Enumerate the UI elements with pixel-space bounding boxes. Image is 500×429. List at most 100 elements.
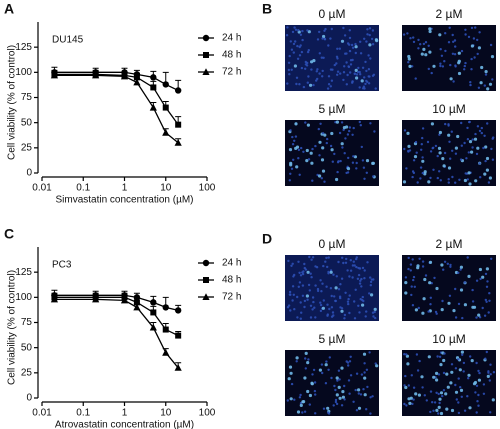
cell-dot [341,395,345,399]
cell-dot [454,152,458,155]
micrograph [402,350,496,416]
cell-dot [299,317,302,320]
cell-dot [429,150,433,153]
cell-dot [477,404,480,407]
x-axis-label: Simvastatin concentration (µM) [55,195,193,206]
cell-dot [418,257,421,260]
cell-dot [293,398,296,401]
cell-dot [410,293,413,297]
cell-dot [363,177,366,180]
cell-dot [432,409,435,412]
cell-dot [451,52,455,55]
cell-dot [353,317,357,320]
cell-dot [449,263,452,267]
cell-dot [476,125,480,128]
cell-dot [348,129,351,133]
cell-dot [481,306,484,310]
cell-dot [460,350,464,354]
cell-dot [361,66,365,70]
cell-dot [467,171,471,175]
cell-dot [336,379,339,382]
cell-dot [446,262,449,265]
cell-dot [363,269,366,272]
cell-dot [347,302,350,306]
cell-dot [427,44,430,47]
cell-dot [340,307,344,310]
cell-dot [355,76,359,80]
cell-dot [423,394,426,397]
cell-dot [488,299,491,302]
cell-dot [304,367,307,370]
cell-dot [482,392,486,395]
cell-dot [353,155,357,159]
cell-dot [338,295,342,298]
cell-dot [426,140,430,144]
cell-dot [287,377,291,381]
cell-dot [343,313,347,317]
cell-dot [306,61,309,65]
annotation: DU145 [52,35,84,46]
cell-dot [409,263,413,266]
cell-dot [291,299,294,302]
cell-dot [369,396,372,399]
cell-dot [321,282,324,285]
cell-dot [424,41,428,44]
y-tick-label: 0 [26,168,32,179]
x-tick-label: 0.01 [32,183,52,194]
cell-dot [340,277,344,280]
cell-dot [363,277,366,280]
marker [203,277,209,283]
cell-dot [324,363,328,367]
cell-dot [318,52,321,55]
image-label: 2 µM [436,7,463,21]
cell-dot [290,264,293,267]
cell-dot [323,180,326,183]
cell-dot [368,351,371,354]
marker [133,299,140,306]
cell-dot [307,158,311,161]
cell-dot [418,359,421,363]
cell-dot [290,167,294,170]
cell-dot [444,49,447,53]
cell-dot [470,44,474,48]
cell-dot [429,176,432,180]
cell-dot [316,68,319,71]
cell-dot [406,32,409,35]
cell-dot [470,26,474,30]
cell-dot [315,70,318,73]
cell-dot [419,177,422,180]
cell-dot [469,355,472,358]
cell-dot [420,148,423,151]
cell-dot [438,130,442,135]
cell-dot [304,67,307,71]
cell-dot [333,63,336,67]
x-tick-label: 100 [199,183,216,194]
cell-dot [325,285,328,288]
cell-dot [289,309,292,312]
cell-dot [342,261,345,265]
cell-dot [357,273,361,277]
cell-dot [486,122,489,125]
cell-dot [299,33,303,36]
cell-dot [343,152,346,155]
cell-dot [445,372,449,376]
cell-dot [362,166,366,169]
cell-dot [372,175,375,178]
y-tick-label: 125 [15,42,32,53]
cell-dot [287,61,291,64]
cell-dot [404,291,408,295]
cell-dot [304,268,308,271]
cell-dot [457,411,461,415]
cell-dot [452,40,455,43]
cell-dot [443,352,446,355]
cell-dot [427,355,431,359]
cell-dot [314,393,317,396]
cell-dot [485,168,489,172]
cell-dot [412,386,416,389]
cell-dot [318,140,322,144]
cell-dot [292,51,295,54]
cell-dot [441,299,444,303]
cell-dot [327,75,331,78]
cell-dot [286,26,289,29]
cell-dot [487,371,490,374]
